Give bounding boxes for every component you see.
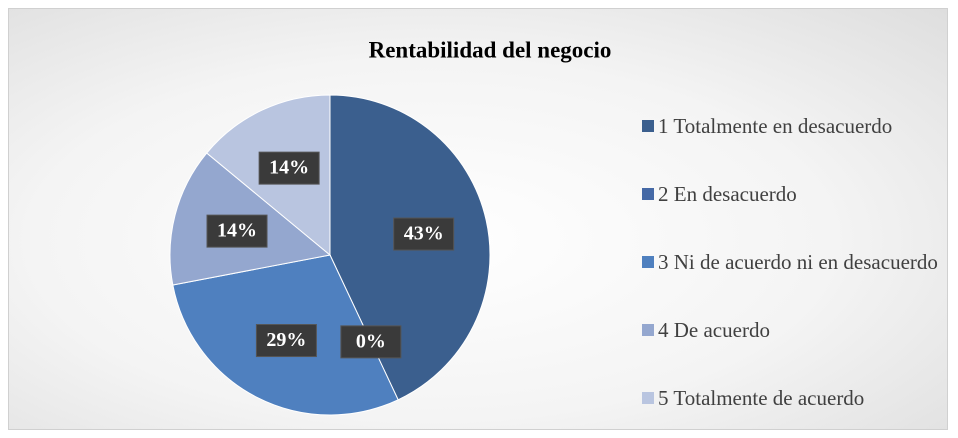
- legend-label: 3 Ni de acuerdo ni en desacuerdo: [658, 250, 938, 274]
- legend-swatch: [642, 120, 654, 132]
- legend-label: 2 En desacuerdo: [658, 182, 797, 206]
- data-label-box: [255, 324, 317, 358]
- data-label-box: [340, 325, 402, 359]
- legend-swatch: [642, 256, 654, 268]
- data-label-box: [393, 217, 455, 251]
- legend-item: 3 Ni de acuerdo ni en desacuerdo: [642, 249, 947, 275]
- data-label: 29%: [266, 329, 306, 351]
- legend: 1 Totalmente en desacuerdo 2 En desacuerd…: [642, 92, 947, 432]
- legend-label: 4 De acuerdo: [658, 318, 770, 342]
- data-label-box: [206, 214, 268, 248]
- data-label-box: [258, 151, 320, 185]
- legend-swatch: [642, 324, 654, 336]
- data-label: 43%: [404, 223, 444, 245]
- data-label: 14%: [269, 157, 309, 179]
- legend-item: 2 En desacuerdo: [642, 181, 947, 207]
- legend-item: 1 Totalmente en desacuerdo: [642, 113, 947, 139]
- legend-swatch: [642, 188, 654, 200]
- legend-swatch: [642, 392, 654, 404]
- legend-item: 4 De acuerdo: [642, 317, 947, 343]
- data-label: 0%: [356, 330, 386, 352]
- legend-item: 5 Totalmente de acuerdo: [642, 385, 947, 411]
- data-label: 14%: [217, 220, 257, 242]
- legend-label: 1 Totalmente en desacuerdo: [658, 114, 893, 138]
- legend-label: 5 Totalmente de acuerdo: [658, 386, 865, 410]
- chart-title: Rentabilidad del negocio: [369, 37, 612, 62]
